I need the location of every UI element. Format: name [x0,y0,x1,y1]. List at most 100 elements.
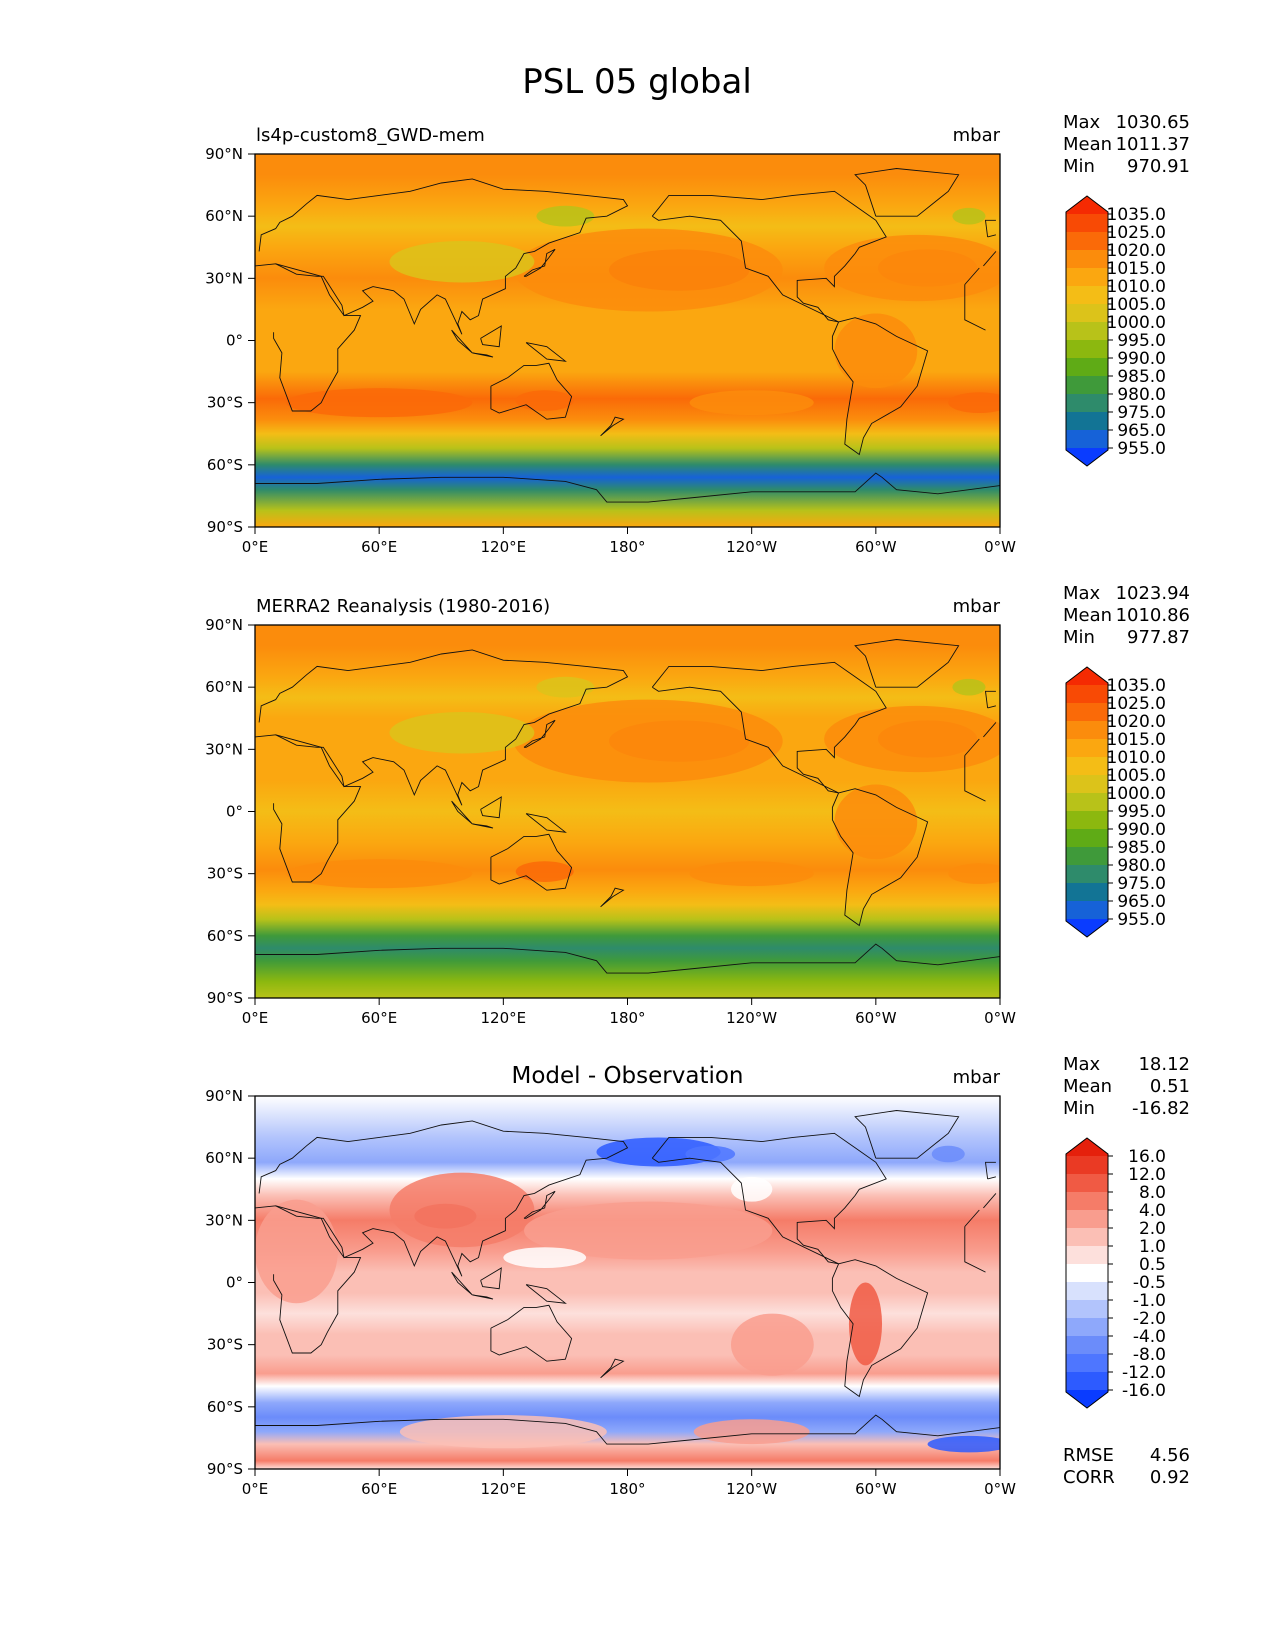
pressure-cell [399,1415,607,1449]
y-tick-label: 60°S [207,456,243,474]
coastline-segment [451,1271,473,1296]
colorbar-tick-label: 985.0 [1117,838,1166,858]
colorbar-swatch [1066,883,1108,902]
colorbar-swatch [1066,1300,1108,1319]
colorbar-swatch [1066,1354,1108,1373]
x-tick-label: 0°E [242,1009,269,1027]
pressure-cell [389,241,535,283]
colorbar-swatch [1066,1282,1108,1301]
stat-value-min: 977.87 [1127,627,1190,648]
colorbar-tick-label: 955.0 [1117,910,1166,930]
colorbar-tick-label: -0.5 [1133,1273,1166,1293]
colorbar-swatch [1066,793,1108,812]
coastline-segment [472,823,494,829]
coastline-segment [525,1284,567,1304]
colorbar-tick-label: 1025.0 [1107,223,1166,243]
pressure-cell [513,228,783,312]
y-tick-label: 60°S [207,927,243,945]
y-tick-label: 30°S [207,1336,243,1354]
colorbar-tick-label: 1025.0 [1107,694,1166,714]
colorbar-swatch [1066,811,1108,830]
coastline-segment [983,1193,997,1209]
x-tick-label: 120°E [481,1480,527,1498]
colorbar-tick-label: 975.0 [1117,403,1166,423]
stat-label-max: Max [1063,1054,1101,1075]
coastline-segment [255,943,1000,998]
panel-subtitle: ls4p-custom8_GWD-mem [256,125,485,146]
colorbar-tick-label: -8.0 [1133,1345,1166,1365]
coastline-segment [600,887,625,908]
coastline-segment [651,661,887,794]
colorbar-tick-label: 1015.0 [1107,730,1166,750]
y-tick-label: 60°N [205,207,243,225]
colorbar-swatch [1066,1192,1108,1211]
y-tick-label: 30°N [205,269,243,287]
colorbar-tick-label: 1035.0 [1107,205,1166,225]
coastline-segment [472,352,494,358]
colorbar-tick-label: 12.0 [1128,1165,1166,1185]
y-tick-label: 90°N [205,145,243,163]
coastline-segment [964,738,980,756]
colorbar-tick-label: 1005.0 [1107,766,1166,786]
colorbar: 955.0965.0975.0980.0985.0990.0995.01000.… [1065,666,1166,938]
colorbar-tick-label: 1015.0 [1107,259,1166,279]
pressure-cell [515,861,574,882]
pressure-cell [848,1282,883,1366]
coastline-segment [964,1226,986,1273]
colorbar-tick-label: -4.0 [1133,1327,1166,1347]
colorbar-swatch [1066,739,1108,758]
stat-label-min: Min [1063,1098,1095,1119]
pressure-cell [513,699,783,783]
x-tick-label: 60°W [855,538,897,556]
coastline-segment [964,284,986,331]
panel-title: Model - Observation [511,1063,743,1089]
pressure-cell [536,676,595,698]
colorbar-tick-label: -12.0 [1122,1363,1166,1383]
stat-label-max: Max [1063,112,1101,133]
y-tick-label: 60°N [205,1149,243,1167]
x-tick-label: 60°W [855,1480,897,1498]
colorbar-swatch [1066,757,1108,776]
colorbar-tick-label: 1010.0 [1107,748,1166,768]
pressure-cell [693,1419,810,1445]
y-tick-label: 90°S [207,1460,243,1478]
coastline-segment [600,1358,625,1379]
pressure-cell [503,1247,587,1268]
x-tick-label: 60°E [361,1009,397,1027]
units-label: mbar [953,596,1001,617]
pressure-cell [948,392,1000,414]
colorbar-swatch [1066,1228,1108,1247]
colorbar-swatch [1066,721,1108,740]
colorbar-tick-label: 8.0 [1139,1183,1166,1203]
colorbar-swatch [1066,394,1108,413]
x-tick-label: 0°E [242,538,269,556]
pressure-cell [389,712,535,754]
coastline-segment [984,1161,996,1179]
panel-diff: 0°E 60°E 120°E 180° 120°W 60°W 0°W 90°N 60°N 30°N… [205,1054,1190,1498]
colorbar-outline [1065,1137,1109,1409]
stat-value-corr: 0.92 [1150,1467,1190,1488]
colorbar-tick-label: 965.0 [1117,421,1166,441]
coastline-segment [987,234,997,238]
x-tick-label: 180° [609,1480,645,1498]
pressure-cell [730,1313,814,1376]
coastline-segment [255,1414,1000,1469]
x-tick-label: 60°W [855,1009,897,1027]
coastline-segment [480,1267,502,1290]
colorbar-swatch [1066,268,1108,287]
coastline-segment [472,1294,494,1300]
pressure-cell [952,678,986,696]
coastline-segment [273,263,362,412]
coastline-segment [831,1259,929,1398]
pressure-cell [524,1201,773,1260]
coastline-segment [273,734,362,883]
y-tick-label: 0° [226,332,243,350]
coastline-segment [964,267,980,285]
panel-obs: 0°E 60°E 120°E 180° 120°W 60°W 0°W 90°N 60°N 30°N… [205,583,1190,1027]
colorbar-swatch [1066,1156,1108,1175]
stat-value-max: 1030.65 [1116,112,1190,133]
coastline-segment [255,472,1000,527]
colorbar-extend-max [1066,667,1108,685]
pressure-cell [689,861,814,887]
coastline-segment [964,1209,980,1227]
